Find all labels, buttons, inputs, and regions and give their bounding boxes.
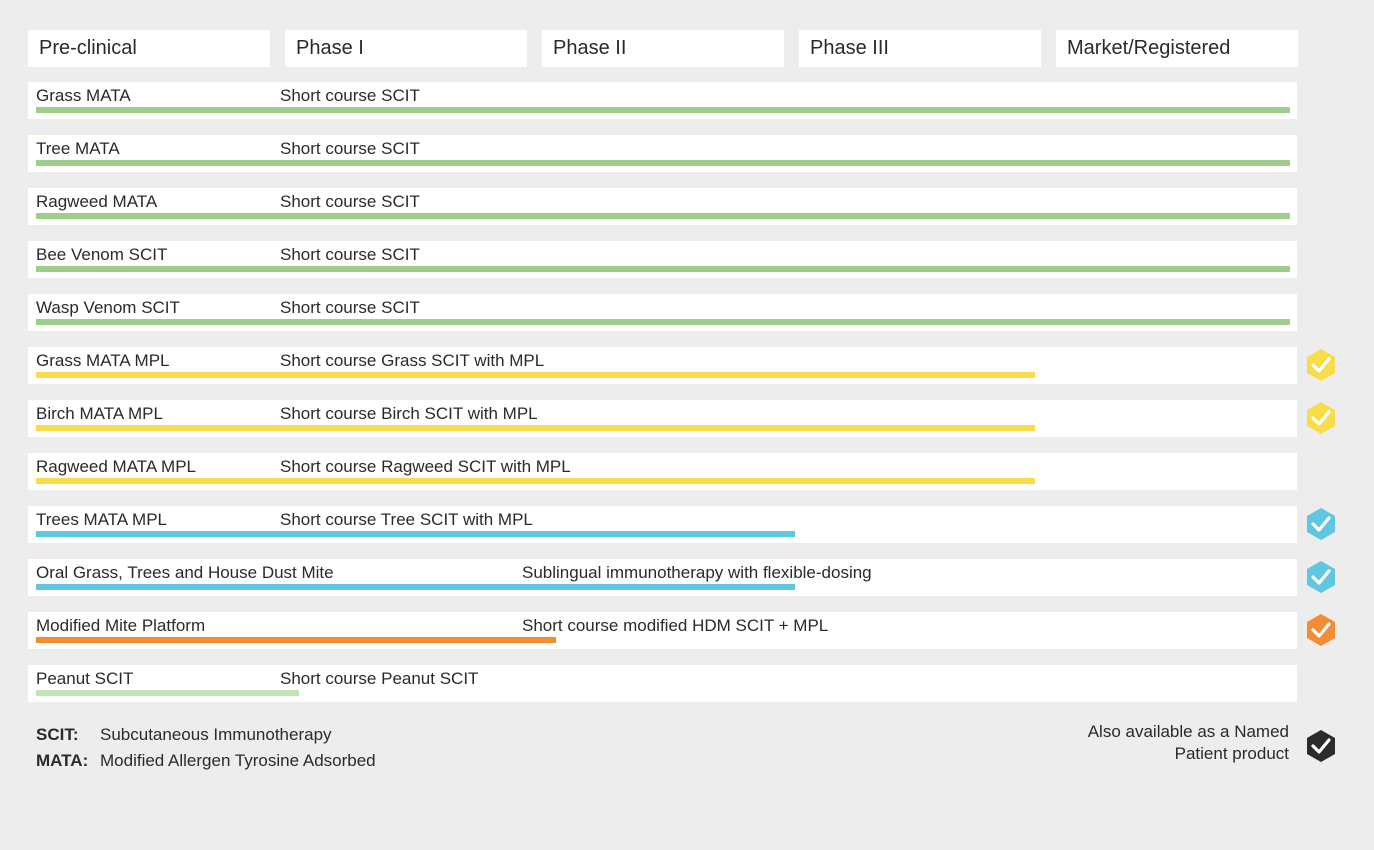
- pipeline-row: Ragweed MATA Short course SCIT: [28, 188, 1297, 225]
- phase-header: Pre-clinical: [28, 30, 270, 67]
- product-description: Short course Birch SCIT with MPL: [280, 404, 538, 423]
- progress-bar: [36, 690, 299, 696]
- product-name: Trees MATA MPL: [36, 510, 167, 529]
- product-description: Short course Tree SCIT with MPL: [280, 510, 533, 529]
- pipeline-row: Grass MATA Short course SCIT: [28, 82, 1297, 119]
- pipeline-row: Birch MATA MPL Short course Birch SCIT wi…: [28, 400, 1297, 437]
- product-description: Short course Peanut SCIT: [280, 669, 479, 688]
- named-patient-line1: Also available as a Named: [1087, 722, 1289, 741]
- product-name: Oral Grass, Trees and House Dust Mite: [36, 563, 334, 582]
- progress-bar: [36, 584, 795, 590]
- pipeline-row: Peanut SCIT Short course Peanut SCIT: [28, 665, 1297, 702]
- product-description: Short course SCIT: [280, 192, 420, 211]
- named-patient-check-icon: [1304, 729, 1338, 763]
- pipeline-row: Wasp Venom SCIT Short course SCIT: [28, 294, 1297, 331]
- phase-header: Phase III: [799, 30, 1041, 67]
- pipeline-row: Bee Venom SCIT Short course SCIT: [28, 241, 1297, 278]
- product-description: Short course SCIT: [280, 245, 420, 264]
- named-patient-check-icon: [1304, 613, 1338, 647]
- named-patient-check-icon: [1304, 560, 1338, 594]
- pipeline-row: Trees MATA MPL Short course Tree SCIT wit…: [28, 506, 1297, 543]
- pipeline-row: Oral Grass, Trees and House Dust Mite Sub…: [28, 559, 1297, 596]
- progress-bar: [36, 531, 795, 537]
- product-description: Sublingual immunotherapy with flexible-d…: [522, 563, 872, 582]
- product-name: Ragweed MATA MPL: [36, 457, 196, 476]
- legend-text: Subcutaneous Immunotherapy: [100, 725, 332, 744]
- legend-abbr: SCIT:: [36, 725, 79, 744]
- product-name: Modified Mite Platform: [36, 616, 206, 635]
- named-patient-check-icon: [1304, 401, 1338, 435]
- legend-text: Modified Allergen Tyrosine Adsorbed: [100, 751, 376, 770]
- named-patient-check-icon: [1304, 507, 1338, 541]
- named-patient-line2: Patient product: [1174, 744, 1289, 763]
- product-description: Short course modified HDM SCIT + MPL: [522, 616, 829, 635]
- product-name: Peanut SCIT: [36, 669, 134, 688]
- product-description: Short course Ragweed SCIT with MPL: [280, 457, 571, 476]
- product-description: Short course Grass SCIT with MPL: [280, 351, 545, 370]
- product-name: Grass MATA MPL: [36, 351, 170, 370]
- phase-header: Phase I: [285, 30, 527, 67]
- progress-bar: [36, 478, 1035, 484]
- legend-abbr: MATA:: [36, 751, 89, 770]
- product-name: Tree MATA: [36, 139, 120, 158]
- progress-bar: [36, 107, 1290, 113]
- product-description: Short course SCIT: [280, 298, 420, 317]
- legend-item-mata: MATA: Modified Allergen Tyrosine Adsorbed: [36, 751, 376, 771]
- progress-bar: [36, 266, 1290, 272]
- progress-bar: [36, 637, 556, 643]
- named-patient-check-icon: [1304, 348, 1338, 382]
- phase-header: Phase II: [542, 30, 784, 67]
- product-name: Birch MATA MPL: [36, 404, 163, 423]
- pipeline-row: Ragweed MATA MPL Short course Ragweed SCI…: [28, 453, 1297, 490]
- product-name: Ragweed MATA: [36, 192, 158, 211]
- progress-bar: [36, 425, 1035, 431]
- legend-item-scit: SCIT: Subcutaneous Immunotherapy: [36, 725, 332, 745]
- progress-bar: [36, 319, 1290, 325]
- product-name: Bee Venom SCIT: [36, 245, 168, 264]
- progress-bar: [36, 160, 1290, 166]
- progress-bar: [36, 372, 1035, 378]
- phase-header: Market/Registered: [1056, 30, 1298, 67]
- pipeline-row: Modified Mite Platform Short course modif…: [28, 612, 1297, 649]
- named-patient-note: Also available as a Named Patient produc…: [1029, 721, 1289, 765]
- product-name: Grass MATA: [36, 86, 131, 105]
- product-description: Short course SCIT: [280, 86, 420, 105]
- pipeline-row: Grass MATA MPL Short course Grass SCIT wi…: [28, 347, 1297, 384]
- product-name: Wasp Venom SCIT: [36, 298, 180, 317]
- pipeline-row: Tree MATA Short course SCIT: [28, 135, 1297, 172]
- product-description: Short course SCIT: [280, 139, 420, 158]
- progress-bar: [36, 213, 1290, 219]
